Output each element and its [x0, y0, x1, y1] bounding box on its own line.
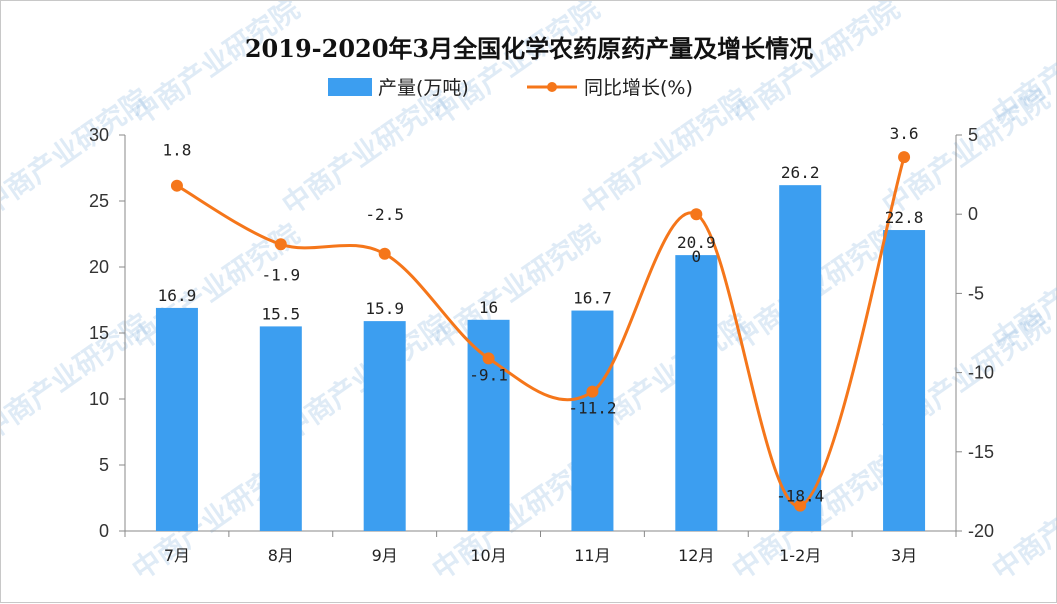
line-value-label: -11.2	[568, 399, 616, 418]
x-tick-label: 3月	[891, 546, 917, 565]
bar-value-label: 15.9	[365, 299, 404, 318]
bar-value-label: 16	[479, 298, 498, 317]
line-point	[690, 208, 703, 221]
bar	[883, 230, 926, 532]
right-tick-label: -10	[968, 363, 994, 383]
bar-value-label: 15.5	[262, 304, 301, 323]
legend-line-label: 同比增长(%)	[584, 77, 693, 99]
x-tick-label: 7月	[164, 546, 190, 565]
left-tick-label: 5	[99, 455, 109, 475]
watermark-text: 中商产业研究院	[576, 82, 755, 221]
bar	[675, 255, 718, 531]
left-tick-label: 30	[89, 125, 109, 145]
right-tick-label: -15	[968, 442, 994, 462]
watermark-text: 中商产业研究院	[986, 447, 1057, 586]
line-point	[170, 179, 183, 192]
line-value-label: -18.4	[776, 487, 824, 506]
legend-bar-swatch	[328, 78, 372, 96]
legend-bar-label: 产量(万吨)	[378, 77, 469, 99]
x-tick-label: 11月	[574, 546, 610, 565]
line-value-label: 3.6	[890, 124, 919, 143]
right-tick-label: 5	[968, 125, 978, 145]
line-value-label: 1.8	[162, 141, 191, 160]
x-tick-label: 8月	[268, 546, 294, 565]
right-tick-label: -20	[968, 521, 994, 541]
x-tick-label: 12月	[678, 546, 714, 565]
watermark-text: 中商产业研究院	[276, 82, 455, 221]
right-tick-label: 0	[968, 204, 978, 224]
line-point	[274, 238, 287, 251]
growth-line	[176, 156, 906, 508]
bar	[155, 307, 198, 531]
line-value-label: -1.9	[262, 265, 301, 284]
watermark-text: 中商产业研究院	[126, 1, 305, 132]
watermark-text: 中商产业研究院	[426, 1, 605, 132]
line-value-label: 0	[691, 247, 701, 266]
bar-value-label: 22.8	[885, 208, 924, 227]
bar-value-label: 16.7	[573, 289, 612, 308]
legend-line-marker	[547, 82, 557, 92]
line-point	[482, 352, 495, 365]
bar	[467, 319, 510, 531]
left-tick-label: 15	[89, 323, 109, 343]
watermark-text: 中商产业研究院	[726, 1, 905, 132]
line-value-label: -9.1	[469, 365, 508, 384]
left-tick-label: 10	[89, 389, 109, 409]
line-point	[898, 151, 911, 164]
line-point	[586, 385, 599, 398]
x-tick-label: 10月	[470, 546, 506, 565]
legend: 产量(万吨) 同比增长(%)	[328, 77, 693, 99]
left-tick-label: 0	[99, 521, 109, 541]
chart-title: 2019-2020年3月全国化学农药原药产量及增长情况	[245, 34, 813, 63]
bar-value-label: 16.9	[158, 286, 197, 305]
bar-value-label: 20.9	[677, 233, 716, 252]
x-tick-label: 1-2月	[779, 546, 821, 565]
watermark-text: 中商产业研究院	[1, 82, 156, 221]
bar	[571, 310, 614, 531]
bar	[259, 326, 302, 531]
line-value-label: -2.5	[365, 205, 404, 224]
line-point	[794, 499, 807, 512]
line-series	[170, 151, 911, 512]
x-tick-label: 9月	[372, 546, 398, 565]
right-tick-label: -5	[968, 283, 984, 303]
data-labels: 16.9 15.5 15.9 16 16.7 20.9 26.2 22.8 1.8 -1.9 -2.…	[158, 124, 924, 505]
left-tick-label: 20	[89, 257, 109, 277]
left-tick-label: 25	[89, 191, 109, 211]
bar	[779, 185, 822, 531]
bar-value-label: 26.2	[781, 163, 820, 182]
bar	[363, 321, 406, 531]
watermark-text: 中商产业研究院	[1, 307, 156, 446]
line-point	[378, 247, 391, 260]
axes: 0 5 10 15 20 25 30 -20 -15 -10 -5 0 5 7月 8月 9月 10月 11月 12月…	[89, 125, 994, 565]
